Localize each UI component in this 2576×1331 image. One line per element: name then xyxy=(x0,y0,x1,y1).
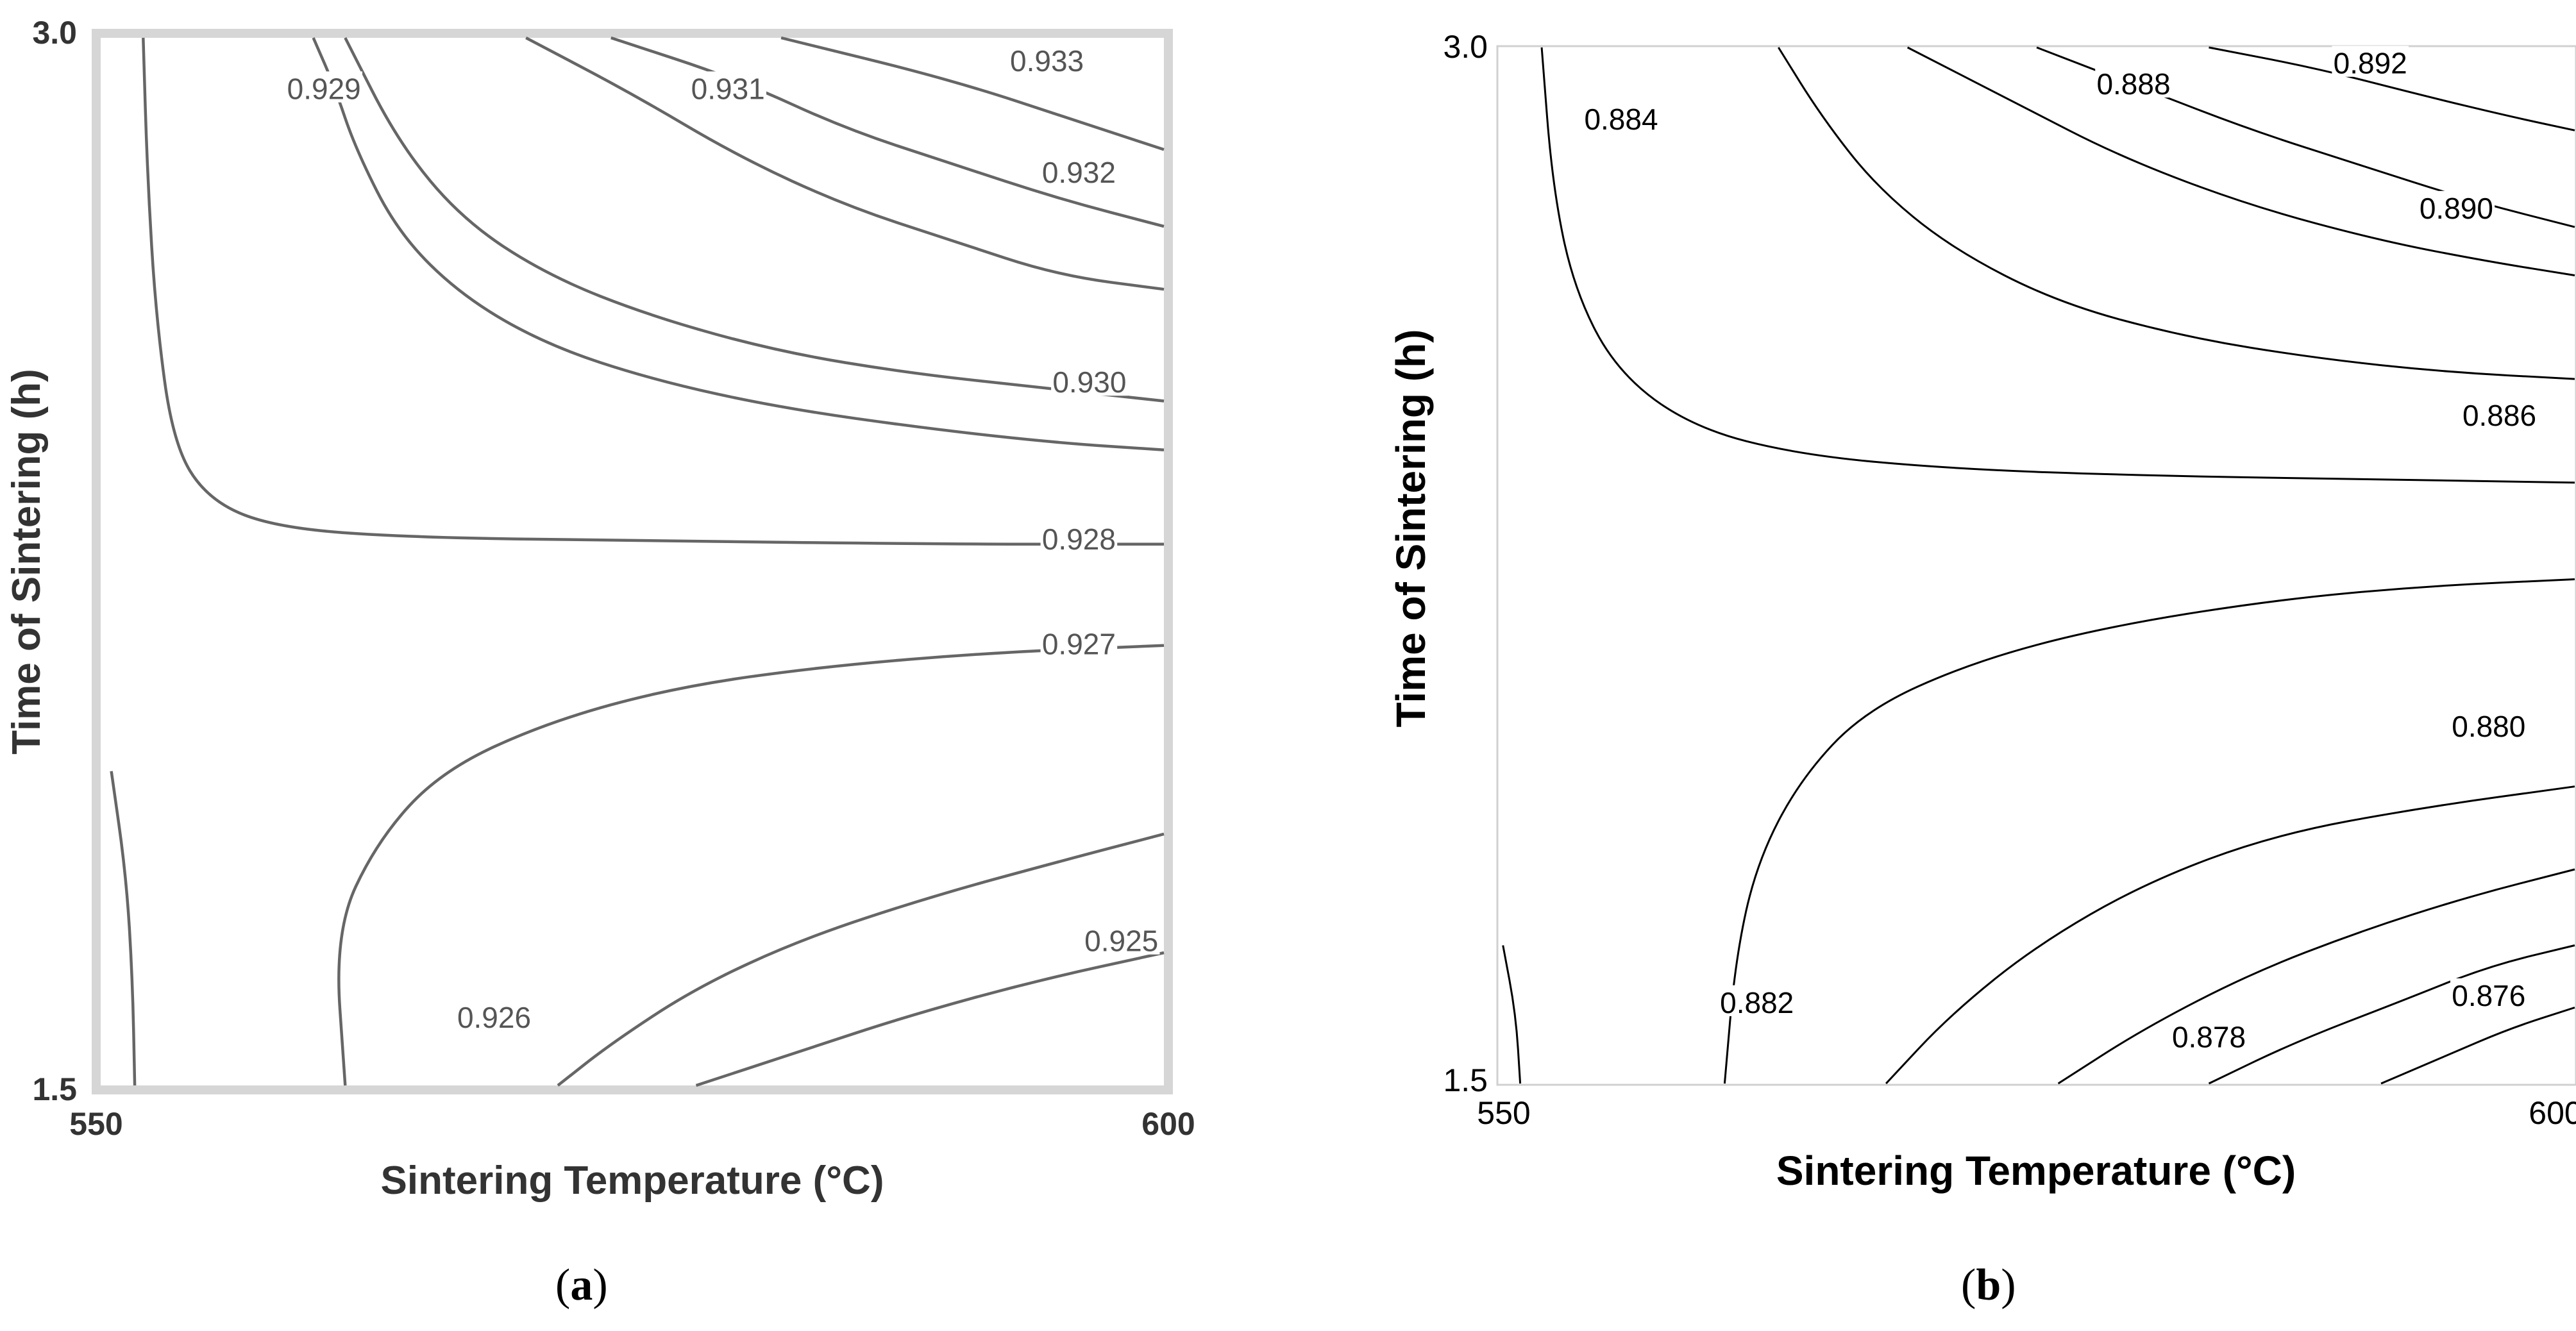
contour-label-bg-b-7 xyxy=(2170,1019,2248,1051)
contour-label-a-7: 0.926 xyxy=(457,1001,531,1034)
contour-label-b-0: 0.892 xyxy=(2334,47,2407,80)
contour-label-b-9: 0.876 xyxy=(2452,979,2525,1012)
contour-line-b-3 xyxy=(1778,47,2575,380)
contour-line-b-2 xyxy=(1907,46,2575,276)
contour-line-a-5 xyxy=(142,37,1164,546)
contour-label-b-2: 0.890 xyxy=(2420,192,2493,225)
contour-label-b-6: 0.880 xyxy=(2452,710,2525,743)
contour-line-a-7 xyxy=(557,832,1165,1087)
contour-label-bg-b-3 xyxy=(2095,66,2172,98)
contour-labels-b: 0.892 0.890 0.888 0.886 0.880 0.878 0.876 0.882… xyxy=(1584,46,2538,1054)
contour-label-a-2: 0.931 xyxy=(691,72,765,105)
contour-line-a-2 xyxy=(525,37,1165,291)
contour-line-a-8 xyxy=(695,951,1165,1087)
contour-line-a-4 xyxy=(312,37,1165,451)
contour-label-b-10: 0.882 xyxy=(1720,986,1794,1019)
contour-label-bg-a-0 xyxy=(1008,43,1086,75)
x-axis-label-b: Sintering Temperature (°C) xyxy=(1776,1148,2296,1194)
contour-line-b-9 xyxy=(2380,1007,2575,1085)
panel-caption-b: (b) xyxy=(1961,1260,2016,1310)
y-tick-bottom-b: 1.5 xyxy=(1443,1062,1488,1098)
contour-label-a-6: 0.927 xyxy=(1042,627,1116,660)
contour-label-bg-b-10 xyxy=(1718,985,1796,1016)
contour-label-bg-a-4 xyxy=(285,71,362,103)
plot-frame-a xyxy=(92,29,1173,1094)
contour-label-bg-b-2 xyxy=(2418,190,2495,222)
panel-letter-b: b xyxy=(1976,1260,2001,1310)
contour-line-b-10 xyxy=(1502,945,1522,1084)
contour-label-bg-a-5 xyxy=(1040,522,1118,553)
contour-label-a-0: 0.933 xyxy=(1010,44,1084,78)
x-tick-left-a: 550 xyxy=(69,1106,122,1142)
contour-label-b-0884: 0.884 xyxy=(1584,103,1658,136)
contour-labels-a: 0.933 0.932 0.931 0.930 0.929 0.928 0.927 0.926… xyxy=(285,43,1160,1034)
contour-label-a-4: 0.929 xyxy=(287,72,361,105)
contour-label-a-8: 0.925 xyxy=(1084,924,1158,957)
contour-label-bg-b-6 xyxy=(2450,708,2527,741)
contour-label-bg-a-2 xyxy=(689,71,766,103)
x-tick-right-a: 600 xyxy=(1141,1106,1195,1142)
contour-line-a-3 xyxy=(344,37,1165,403)
contour-label-bg-b-0 xyxy=(2332,46,2409,77)
y-tick-top-b: 3.0 xyxy=(1443,29,1488,65)
contour-label-bg-a-3 xyxy=(1051,364,1128,396)
x-axis-label-a: Sintering Temperature (°C) xyxy=(381,1159,884,1203)
panel-caption-a: (a) xyxy=(555,1260,608,1310)
contour-label-b-3: 0.888 xyxy=(2096,67,2170,101)
y-axis-label-b: Time of Sintering (h) xyxy=(1388,329,1434,727)
plot-frame-b xyxy=(1496,45,2576,1086)
contour-label-a-3: 0.930 xyxy=(1052,365,1126,399)
x-tick-left-b: 550 xyxy=(1477,1095,1530,1131)
contour-label-b-4: 0.886 xyxy=(2462,399,2536,432)
contour-label-a-1: 0.932 xyxy=(1042,156,1116,189)
y-tick-top-a: 3.0 xyxy=(32,15,77,51)
contour-label-b-7: 0.878 xyxy=(2172,1021,2246,1054)
contour-label-bg-b-4 xyxy=(2461,398,2538,430)
contour-plot-a: 0.933 0.932 0.931 0.930 0.929 0.928 0.927 0.926… xyxy=(4,15,1195,1203)
contour-label-bg-a-8 xyxy=(1082,923,1160,955)
contour-line-b-7 xyxy=(2057,868,2575,1085)
contour-line-b-4 xyxy=(1540,47,2575,484)
contour-line-a-9 xyxy=(110,771,137,1086)
panel-letter-a: a xyxy=(570,1260,593,1310)
y-tick-bottom-a: 1.5 xyxy=(32,1071,77,1107)
contour-label-bg-b-9 xyxy=(2450,978,2527,1010)
contour-lines-b xyxy=(1502,46,2575,1085)
contour-line-b-6 xyxy=(1885,785,2575,1085)
contour-label-a-5: 0.928 xyxy=(1042,523,1116,556)
contour-line-b-8 xyxy=(2208,944,2575,1085)
contour-plot-b: 0.892 0.890 0.888 0.886 0.880 0.878 0.876 0.882… xyxy=(1388,29,2576,1194)
contour-line-b-0 xyxy=(2209,46,2575,131)
y-axis-label-a: Time of Sintering (h) xyxy=(4,369,49,755)
contour-line-b-5 xyxy=(1723,578,2575,1084)
contour-label-bg-a-6 xyxy=(1040,626,1118,658)
contour-line-a-0 xyxy=(780,36,1165,151)
x-tick-right-b: 600 xyxy=(2529,1095,2576,1131)
contour-line-a-6 xyxy=(337,644,1165,1086)
contour-label-bg-a-7 xyxy=(455,1000,533,1032)
contour-label-bg-a-1 xyxy=(1040,155,1118,187)
